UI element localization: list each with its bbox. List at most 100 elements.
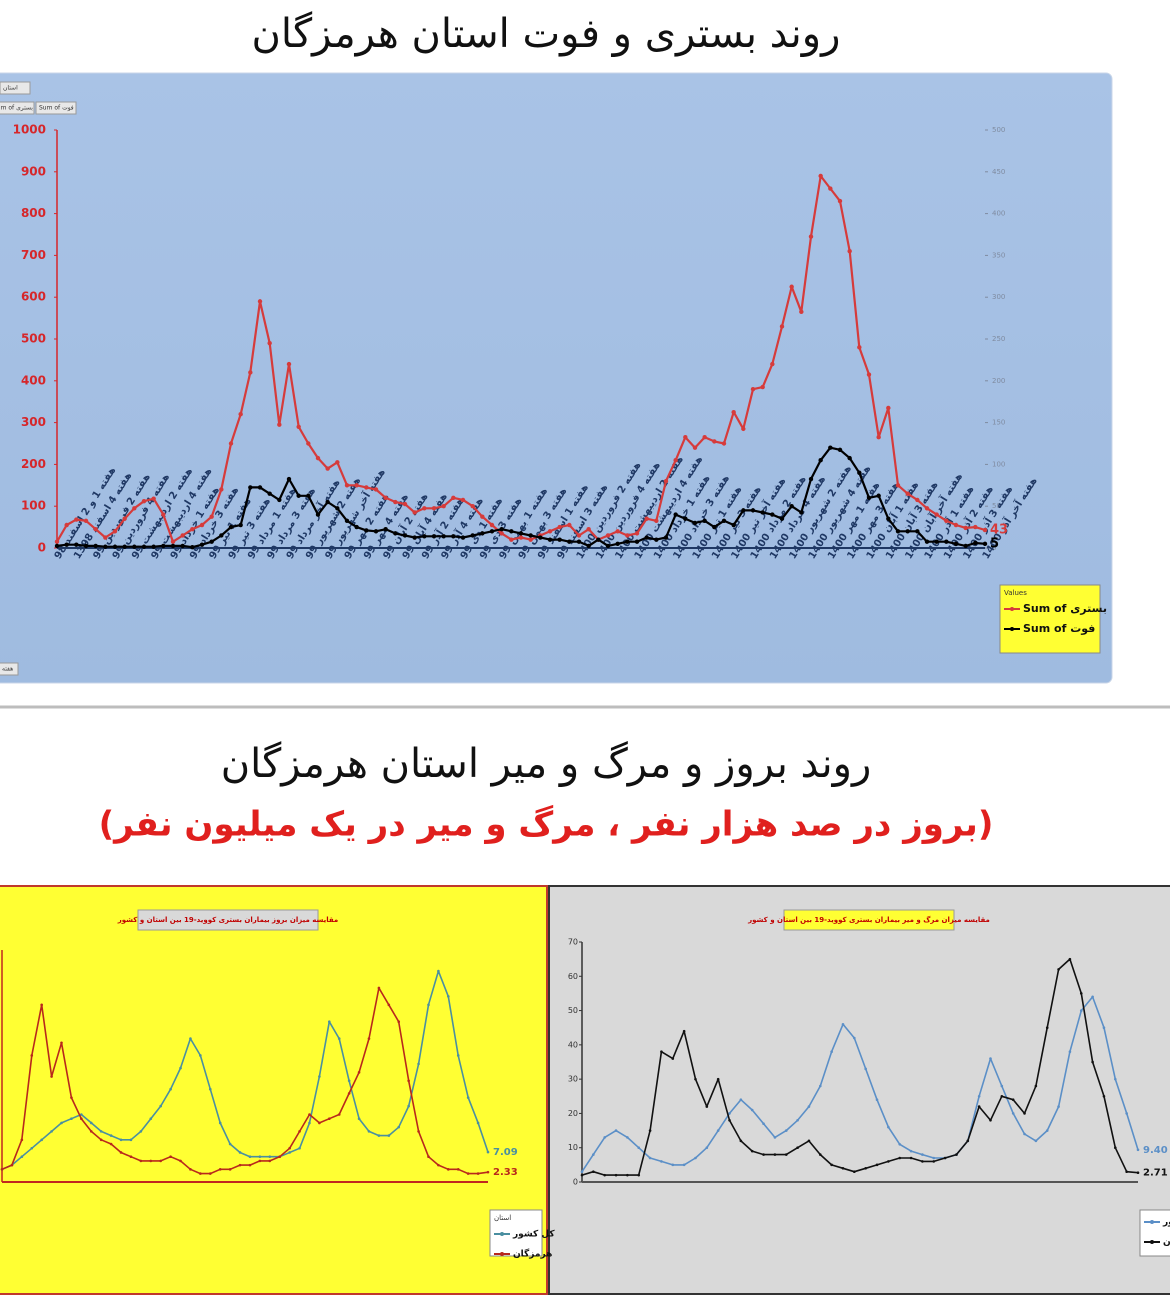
data-point xyxy=(431,534,437,539)
y-tick-label: 10 xyxy=(568,1143,578,1152)
section-subtitle: (بروز در صد هزار نفر ، مرگ و میر در یک م… xyxy=(99,804,994,845)
data-point xyxy=(296,424,301,429)
data-point xyxy=(109,1134,113,1137)
series-line xyxy=(581,996,1139,1173)
data-point xyxy=(808,234,814,239)
data-point xyxy=(637,1173,641,1177)
data-point xyxy=(437,1163,440,1167)
data-point xyxy=(0,1168,4,1171)
data-point xyxy=(364,528,369,533)
data-point xyxy=(397,1020,401,1024)
data-point xyxy=(576,533,582,538)
data-point xyxy=(963,525,968,531)
data-point xyxy=(603,1173,606,1177)
data-point xyxy=(412,510,417,515)
data-point xyxy=(422,534,427,539)
data-point xyxy=(427,1155,430,1158)
data-point xyxy=(1011,1112,1015,1115)
legend-box xyxy=(1139,1209,1170,1257)
data-point xyxy=(54,539,60,544)
data-point xyxy=(731,409,736,415)
data-point xyxy=(934,512,939,517)
data-point xyxy=(731,522,736,528)
data-point xyxy=(905,491,910,496)
data-point xyxy=(228,1142,232,1146)
data-point xyxy=(10,1163,14,1167)
data-point xyxy=(393,499,398,505)
data-point xyxy=(476,1121,480,1125)
data-point xyxy=(159,1104,162,1108)
data-point xyxy=(762,1122,765,1126)
data-point xyxy=(1057,968,1060,971)
data-point xyxy=(451,495,456,501)
data-point xyxy=(306,493,311,498)
data-point xyxy=(760,384,765,390)
data-point xyxy=(705,1105,709,1108)
data-label: 5 xyxy=(990,536,999,551)
data-point xyxy=(773,1153,777,1156)
data-point xyxy=(64,542,69,547)
data-point xyxy=(306,441,311,446)
data-point xyxy=(789,504,794,509)
data-point xyxy=(828,445,833,450)
data-point xyxy=(671,1057,675,1060)
data-point xyxy=(982,527,988,533)
data-point xyxy=(499,531,504,536)
y2-tick-label: 500 xyxy=(992,126,1005,134)
data-point xyxy=(248,485,253,490)
data-point xyxy=(853,1170,856,1174)
data-point xyxy=(190,544,195,550)
data-point xyxy=(344,483,350,488)
data-point xyxy=(335,506,340,511)
data-point xyxy=(456,1054,460,1057)
data-point xyxy=(470,533,475,538)
data-point xyxy=(663,478,669,484)
filter-label: استان xyxy=(3,85,18,92)
data-point xyxy=(373,529,379,534)
data-point xyxy=(739,1098,743,1102)
data-point xyxy=(347,1079,351,1083)
data-point xyxy=(953,541,959,547)
y2-tick-label: 150 xyxy=(992,419,1005,427)
data-point xyxy=(93,526,98,532)
data-point xyxy=(828,186,833,191)
y2-tick-label: 100 xyxy=(992,460,1005,468)
data-point xyxy=(660,1160,663,1163)
data-point xyxy=(567,539,572,544)
y2-tick-label: 300 xyxy=(992,293,1005,301)
data-point xyxy=(199,542,205,547)
data-point xyxy=(671,1163,675,1167)
legend-marker xyxy=(500,1252,504,1256)
y-tick-label: 50 xyxy=(568,1006,578,1015)
data-point xyxy=(847,455,852,461)
data-point xyxy=(750,1108,754,1112)
data-point xyxy=(238,1151,242,1154)
data-point xyxy=(99,1138,103,1142)
data-point xyxy=(441,534,446,539)
data-point xyxy=(716,1077,720,1081)
data-point xyxy=(818,458,823,463)
data-point xyxy=(151,496,156,501)
data-point xyxy=(895,483,901,488)
data-point xyxy=(989,1057,992,1060)
data-point xyxy=(328,1020,331,1024)
data-point xyxy=(864,1166,867,1170)
data-point xyxy=(407,1079,410,1083)
data-point xyxy=(770,361,775,367)
data-point xyxy=(219,533,224,538)
data-point xyxy=(905,529,910,534)
data-point xyxy=(83,518,89,524)
data-point xyxy=(576,539,582,544)
data-point xyxy=(288,1151,291,1154)
series-line xyxy=(581,958,1139,1176)
data-point xyxy=(64,522,69,528)
data-point xyxy=(625,539,630,544)
data-point xyxy=(898,1142,902,1146)
data-point xyxy=(750,508,756,513)
y-tick-label: 40 xyxy=(568,1040,578,1049)
data-point xyxy=(325,466,330,471)
data-point xyxy=(132,506,137,511)
y-tick-label: 900 xyxy=(21,164,46,178)
data-point xyxy=(721,441,727,446)
